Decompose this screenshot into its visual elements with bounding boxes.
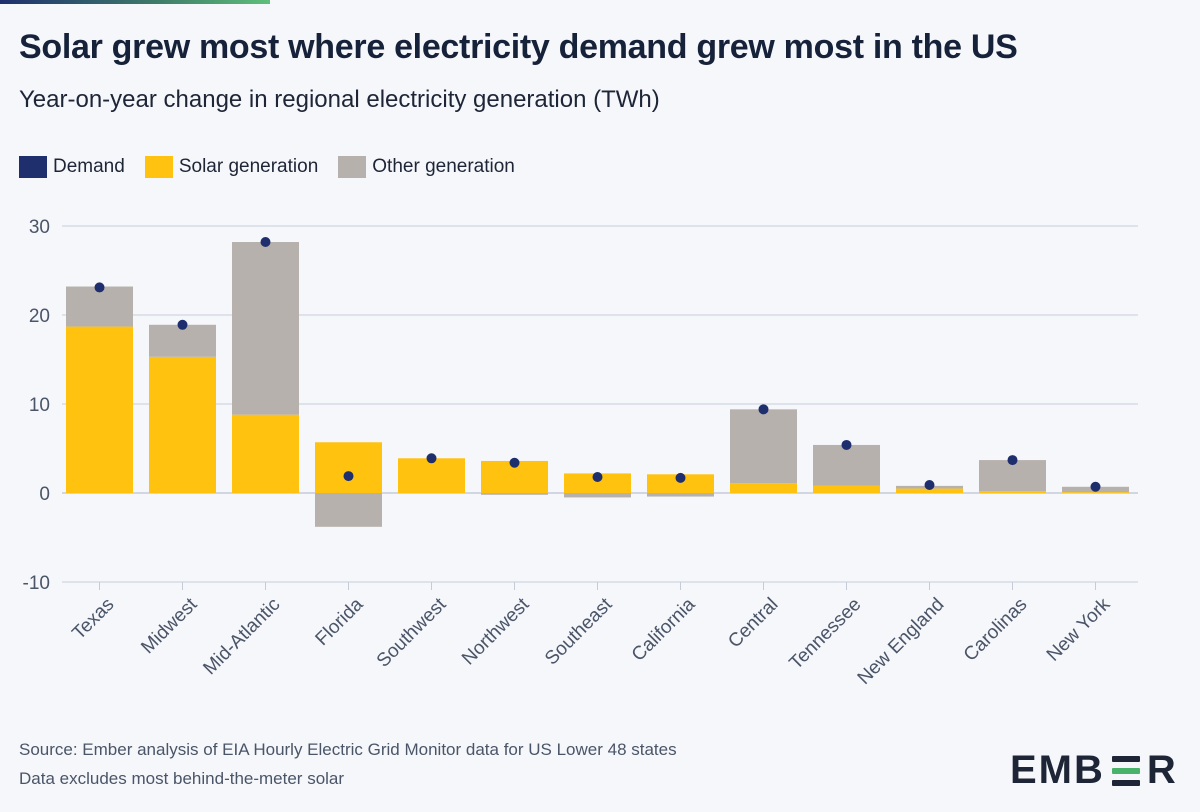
x-tick-label-tennessee: Tennessee	[786, 594, 866, 674]
bar-other-southeast	[564, 493, 631, 498]
bar-solar-midwest	[149, 356, 216, 493]
x-tick-label-mid-atlantic: Mid-Atlantic	[199, 594, 284, 679]
bar-other-california	[647, 493, 714, 497]
legend-swatch-other	[338, 156, 367, 178]
legend-swatch-solar	[144, 156, 173, 178]
chart-title: Solar grew most where electricity demand…	[19, 28, 1018, 66]
point-demand-new-york	[1090, 481, 1101, 492]
point-demand-central	[758, 404, 769, 415]
x-tick-label-florida: Florida	[312, 594, 368, 650]
point-demand-new-england	[924, 479, 935, 490]
y-tick-label-10: -10	[23, 573, 50, 594]
x-tick-label-central: Central	[724, 594, 782, 652]
x-tick-label-texas: Texas	[68, 594, 118, 644]
x-tick-label-southwest: Southwest	[373, 594, 451, 672]
bar-solar-tennessee	[813, 485, 880, 493]
x-tick-label-northwest: Northwest	[458, 594, 534, 670]
legend-item-demand: Demand	[19, 156, 125, 178]
ember-logo: EMB R	[1010, 748, 1178, 793]
legend-item-other: Other generation	[338, 156, 515, 178]
bar-other-tennessee	[813, 444, 880, 486]
point-demand-florida	[343, 471, 354, 482]
x-tick-label-new-england: New England	[854, 594, 949, 689]
legend-label-demand: Demand	[53, 156, 125, 177]
bar-solar-california	[647, 474, 714, 493]
bar-solar-central	[730, 483, 797, 493]
bar-solar-southeast	[564, 473, 631, 493]
y-tick-label-0: 0	[39, 484, 50, 505]
legend-item-solar: Solar generation	[144, 156, 319, 178]
point-demand-northwest	[509, 457, 520, 468]
bar-solar-carolinas	[979, 491, 1046, 493]
y-tick-label-10: 10	[29, 395, 50, 416]
x-tick-label-midwest: Midwest	[137, 594, 202, 659]
legend-label-other: Other generation	[372, 156, 515, 177]
bar-other-florida	[315, 493, 382, 527]
legend: Demand Solar generation Other generation	[19, 156, 515, 178]
bar-other-carolinas	[979, 460, 1046, 492]
source-note: Source: Ember analysis of EIA Hourly Ele…	[19, 735, 677, 793]
bar-other-midwest	[149, 324, 216, 357]
logo-text-right: R	[1146, 748, 1178, 792]
bar-other-texas	[66, 286, 133, 327]
bar-solar-southwest	[398, 458, 465, 493]
bar-solar-new-england	[896, 488, 963, 493]
point-demand-carolinas	[1007, 455, 1018, 466]
bar-other-central	[730, 409, 797, 484]
accent-bar	[0, 0, 270, 4]
bar-other-mid-atlantic	[232, 242, 299, 415]
y-tick-label-30: 30	[29, 217, 50, 238]
bar-solar-texas	[66, 326, 133, 493]
x-tick-label-carolinas: Carolinas	[960, 594, 1032, 666]
point-demand-tennessee	[841, 439, 852, 450]
bar-solar-florida	[315, 442, 382, 493]
point-demand-southeast	[592, 471, 603, 482]
chart-subtitle: Year-on-year change in regional electric…	[19, 86, 660, 113]
bar-other-northwest	[481, 493, 548, 495]
source-line-1: Source: Ember analysis of EIA Hourly Ele…	[19, 740, 677, 759]
point-demand-mid-atlantic	[260, 237, 271, 248]
x-tick-label-california: California	[628, 594, 700, 666]
bar-solar-new-york	[1062, 492, 1129, 493]
logo-e-mark	[1111, 755, 1140, 786]
point-demand-california	[675, 472, 686, 483]
source-line-2: Data excludes most behind-the-meter sola…	[19, 769, 345, 788]
x-tick-label-new-york: New York	[1043, 594, 1115, 666]
legend-swatch-demand	[19, 156, 47, 178]
point-demand-texas	[94, 282, 105, 293]
logo-text-left: EMB	[1010, 748, 1105, 792]
y-tick-label-20: 20	[29, 306, 50, 327]
bar-solar-mid-atlantic	[232, 414, 299, 493]
point-demand-southwest	[426, 453, 437, 464]
x-tick-label-southeast: Southeast	[541, 594, 617, 670]
legend-label-solar: Solar generation	[178, 156, 319, 177]
point-demand-midwest	[177, 319, 188, 330]
